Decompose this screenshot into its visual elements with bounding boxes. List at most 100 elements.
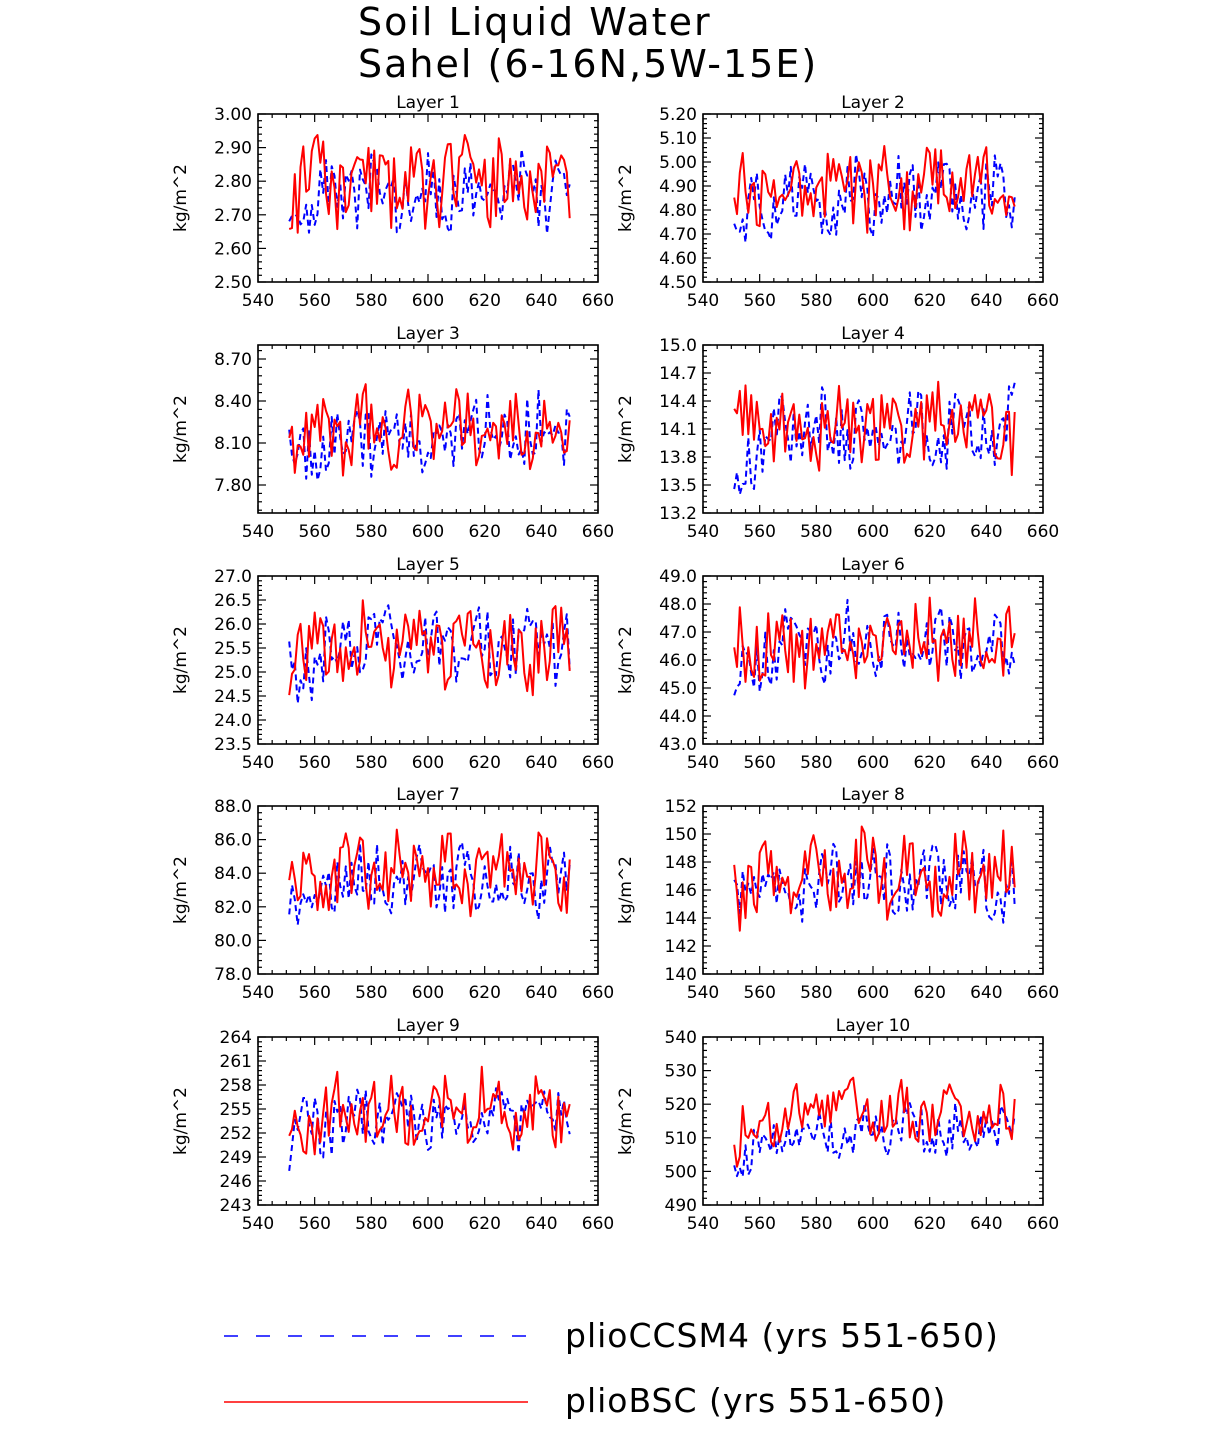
y-tick-label: 152 — [665, 797, 697, 817]
y-tick-label: 44.0 — [659, 707, 697, 727]
x-tick-label: 640 — [525, 1214, 557, 1234]
figure-title-line1: Soil Liquid Water — [358, 0, 712, 44]
x-tick-label: 580 — [355, 1214, 387, 1234]
x-tick-label: 600 — [857, 291, 889, 311]
y-tick-label: 7.80 — [214, 476, 252, 496]
y-tick-label: 140 — [665, 965, 697, 985]
y-tick-label: 2.90 — [214, 139, 252, 159]
series-pliocCSM4-line — [288, 148, 571, 235]
y-tick-label: 264 — [220, 1028, 252, 1048]
series-pliobsc-line — [288, 1065, 571, 1156]
y-tick-label: 25.5 — [214, 639, 252, 659]
x-tick-label: 600 — [857, 1214, 889, 1234]
y-tick-label: 2.70 — [214, 206, 252, 226]
x-tick-label: 540 — [242, 291, 274, 311]
x-tick-label: 540 — [242, 983, 274, 1003]
x-tick-label: 600 — [412, 522, 444, 542]
y-tick-label: 255 — [220, 1100, 252, 1120]
panel-layer-2: Layer 2 540 560 580 600 620 640 660 4.50 4.60 4.70… — [616, 93, 1059, 311]
x-tick-label: 640 — [970, 291, 1002, 311]
x-tick-label: 580 — [800, 522, 832, 542]
x-tick-label: 580 — [355, 291, 387, 311]
x-tick-label: 560 — [298, 522, 330, 542]
x-tick-label: 640 — [525, 522, 557, 542]
series-pliobsc-line — [288, 828, 571, 918]
panel-layer-6: Layer 6 540 560 580 600 620 640 660 43.0 44.0 45.0… — [616, 555, 1059, 773]
x-tick-label: 640 — [970, 753, 1002, 773]
panel-title: Layer 9 — [396, 1016, 460, 1036]
y-tick-label: 4.90 — [659, 177, 697, 197]
y-tick-label: 13.5 — [659, 476, 697, 496]
series-pliocCSM4-line — [733, 153, 1016, 244]
y-tick-label: 47.0 — [659, 623, 697, 643]
panel-title: Layer 2 — [841, 93, 905, 113]
y-tick-label: 2.60 — [214, 239, 252, 259]
x-tick-label: 580 — [355, 522, 387, 542]
series-pliocCSM4-line — [288, 388, 571, 482]
y-tick-label: 249 — [220, 1148, 252, 1168]
x-tick-label: 560 — [743, 1214, 775, 1234]
y-tick-label: 258 — [220, 1076, 252, 1096]
x-tick-label: 540 — [687, 522, 719, 542]
y-tick-label: 2.80 — [214, 172, 252, 192]
y-axis-label: kg/m^2 — [171, 856, 191, 924]
x-tick-label: 540 — [687, 753, 719, 773]
y-axis-label: kg/m^2 — [171, 626, 191, 694]
x-tick-label: 580 — [355, 753, 387, 773]
panel-layer-3: Layer 3 540 560 580 600 620 640 660 7.80 8.10 8.40… — [171, 324, 614, 542]
y-tick-label: 4.60 — [659, 249, 697, 269]
x-tick-label: 620 — [913, 522, 945, 542]
x-tick-label: 560 — [743, 983, 775, 1003]
y-tick-label: 3.00 — [214, 105, 252, 125]
x-tick-label: 660 — [1027, 291, 1059, 311]
x-tick-label: 620 — [913, 1214, 945, 1234]
y-tick-label: 146 — [665, 881, 697, 901]
series-pliocCSM4-line — [733, 382, 1016, 496]
x-tick-label: 560 — [298, 291, 330, 311]
x-tick-label: 540 — [687, 983, 719, 1003]
y-axis-label: kg/m^2 — [616, 626, 636, 694]
y-tick-label: 46.0 — [659, 651, 697, 671]
x-tick-label: 580 — [800, 983, 832, 1003]
y-tick-label: 15.0 — [659, 336, 697, 356]
y-axis-label: kg/m^2 — [171, 1087, 191, 1155]
panel-title: Layer 10 — [836, 1016, 910, 1036]
y-axis-label: kg/m^2 — [616, 164, 636, 232]
y-tick-label: 144 — [665, 909, 697, 929]
panel-title: Layer 3 — [396, 324, 460, 344]
panel-layer-4: Layer 4 540 560 580 600 620 640 660 13.2 13.5 13.8… — [616, 324, 1059, 542]
x-tick-label: 620 — [913, 983, 945, 1003]
panel-layer-10: Layer 10 540 560 580 600 620 640 660 490 500 510 52… — [616, 1016, 1059, 1234]
series-pliobsc-line — [288, 134, 571, 234]
series-pliobsc-line — [733, 596, 1016, 690]
x-tick-label: 640 — [525, 983, 557, 1003]
y-tick-label: 252 — [220, 1124, 252, 1144]
x-tick-label: 600 — [857, 522, 889, 542]
y-tick-label: 150 — [665, 825, 697, 845]
panel-layer-1: Layer 1 540 560 580 600 620 640 660 2.50 2.60 2.70… — [171, 93, 614, 311]
x-tick-label: 600 — [412, 753, 444, 773]
x-tick-label: 620 — [913, 753, 945, 773]
x-tick-label: 660 — [582, 522, 614, 542]
y-axis-label: kg/m^2 — [171, 395, 191, 463]
x-tick-label: 600 — [412, 1214, 444, 1234]
panel-layer-7: Layer 7 540 560 580 600 620 640 660 78.0 80.0 82.0… — [171, 785, 614, 1003]
x-tick-label: 540 — [687, 1214, 719, 1234]
y-tick-label: 8.10 — [214, 434, 252, 454]
x-tick-label: 600 — [412, 983, 444, 1003]
x-tick-label: 640 — [525, 753, 557, 773]
y-tick-label: 530 — [665, 1062, 697, 1082]
legend-label-pliobsc: plioBSC (yrs 551-650) — [565, 1381, 947, 1420]
y-tick-label: 80.0 — [214, 931, 252, 951]
x-tick-label: 620 — [468, 1214, 500, 1234]
panel-layer-5: Layer 5 540 560 580 600 620 640 660 23.5 24.0 24.5… — [171, 555, 614, 773]
x-tick-label: 580 — [800, 1214, 832, 1234]
y-axis-label: kg/m^2 — [616, 395, 636, 463]
y-tick-label: 14.1 — [659, 420, 697, 440]
y-tick-label: 243 — [220, 1196, 252, 1216]
y-tick-label: 23.5 — [214, 735, 252, 755]
x-tick-label: 660 — [1027, 983, 1059, 1003]
x-tick-label: 600 — [857, 753, 889, 773]
series-pliobsc-line — [733, 825, 1016, 932]
y-tick-label: 540 — [665, 1028, 697, 1048]
